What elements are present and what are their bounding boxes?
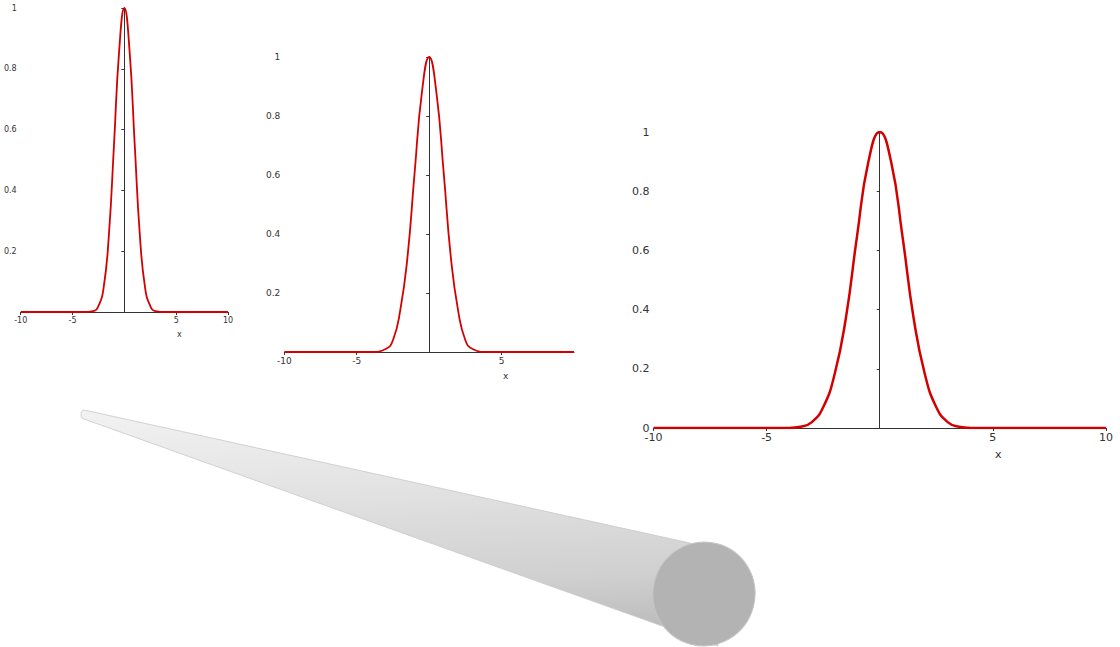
svg-text:1: 1 [642, 126, 649, 139]
svg-text:-5: -5 [352, 356, 361, 366]
svg-text:0.4: 0.4 [4, 186, 17, 195]
svg-text:-10: -10 [14, 316, 27, 325]
svg-text:0.8: 0.8 [266, 111, 281, 121]
svg-text:0.4: 0.4 [632, 303, 650, 316]
svg-text:1: 1 [275, 52, 281, 62]
svg-text:0.4: 0.4 [266, 229, 281, 239]
svg-text:0.6: 0.6 [4, 125, 17, 134]
svg-text:0.8: 0.8 [4, 64, 17, 73]
svg-text:0.2: 0.2 [632, 362, 650, 375]
svg-text:10: 10 [223, 316, 233, 325]
svg-text:1: 1 [12, 4, 17, 13]
svg-text:-10: -10 [277, 356, 292, 366]
svg-text:0.8: 0.8 [632, 185, 650, 198]
svg-text:-5: -5 [761, 431, 772, 444]
svg-text:10: 10 [1099, 431, 1113, 444]
svg-text:5: 5 [174, 316, 179, 325]
svg-text:x: x [503, 371, 509, 381]
svg-text:x: x [177, 330, 182, 339]
svg-text:-5: -5 [69, 316, 77, 325]
svg-text:5: 5 [989, 431, 996, 444]
svg-text:0: 0 [642, 421, 650, 435]
svg-text:5: 5 [499, 356, 505, 366]
svg-text:0.2: 0.2 [4, 247, 17, 256]
svg-text:0.2: 0.2 [266, 288, 280, 298]
svg-text:-10: -10 [645, 431, 663, 444]
svg-text:0.6: 0.6 [266, 170, 281, 180]
svg-text:0.6: 0.6 [632, 244, 650, 257]
svg-text:x: x [995, 448, 1002, 461]
